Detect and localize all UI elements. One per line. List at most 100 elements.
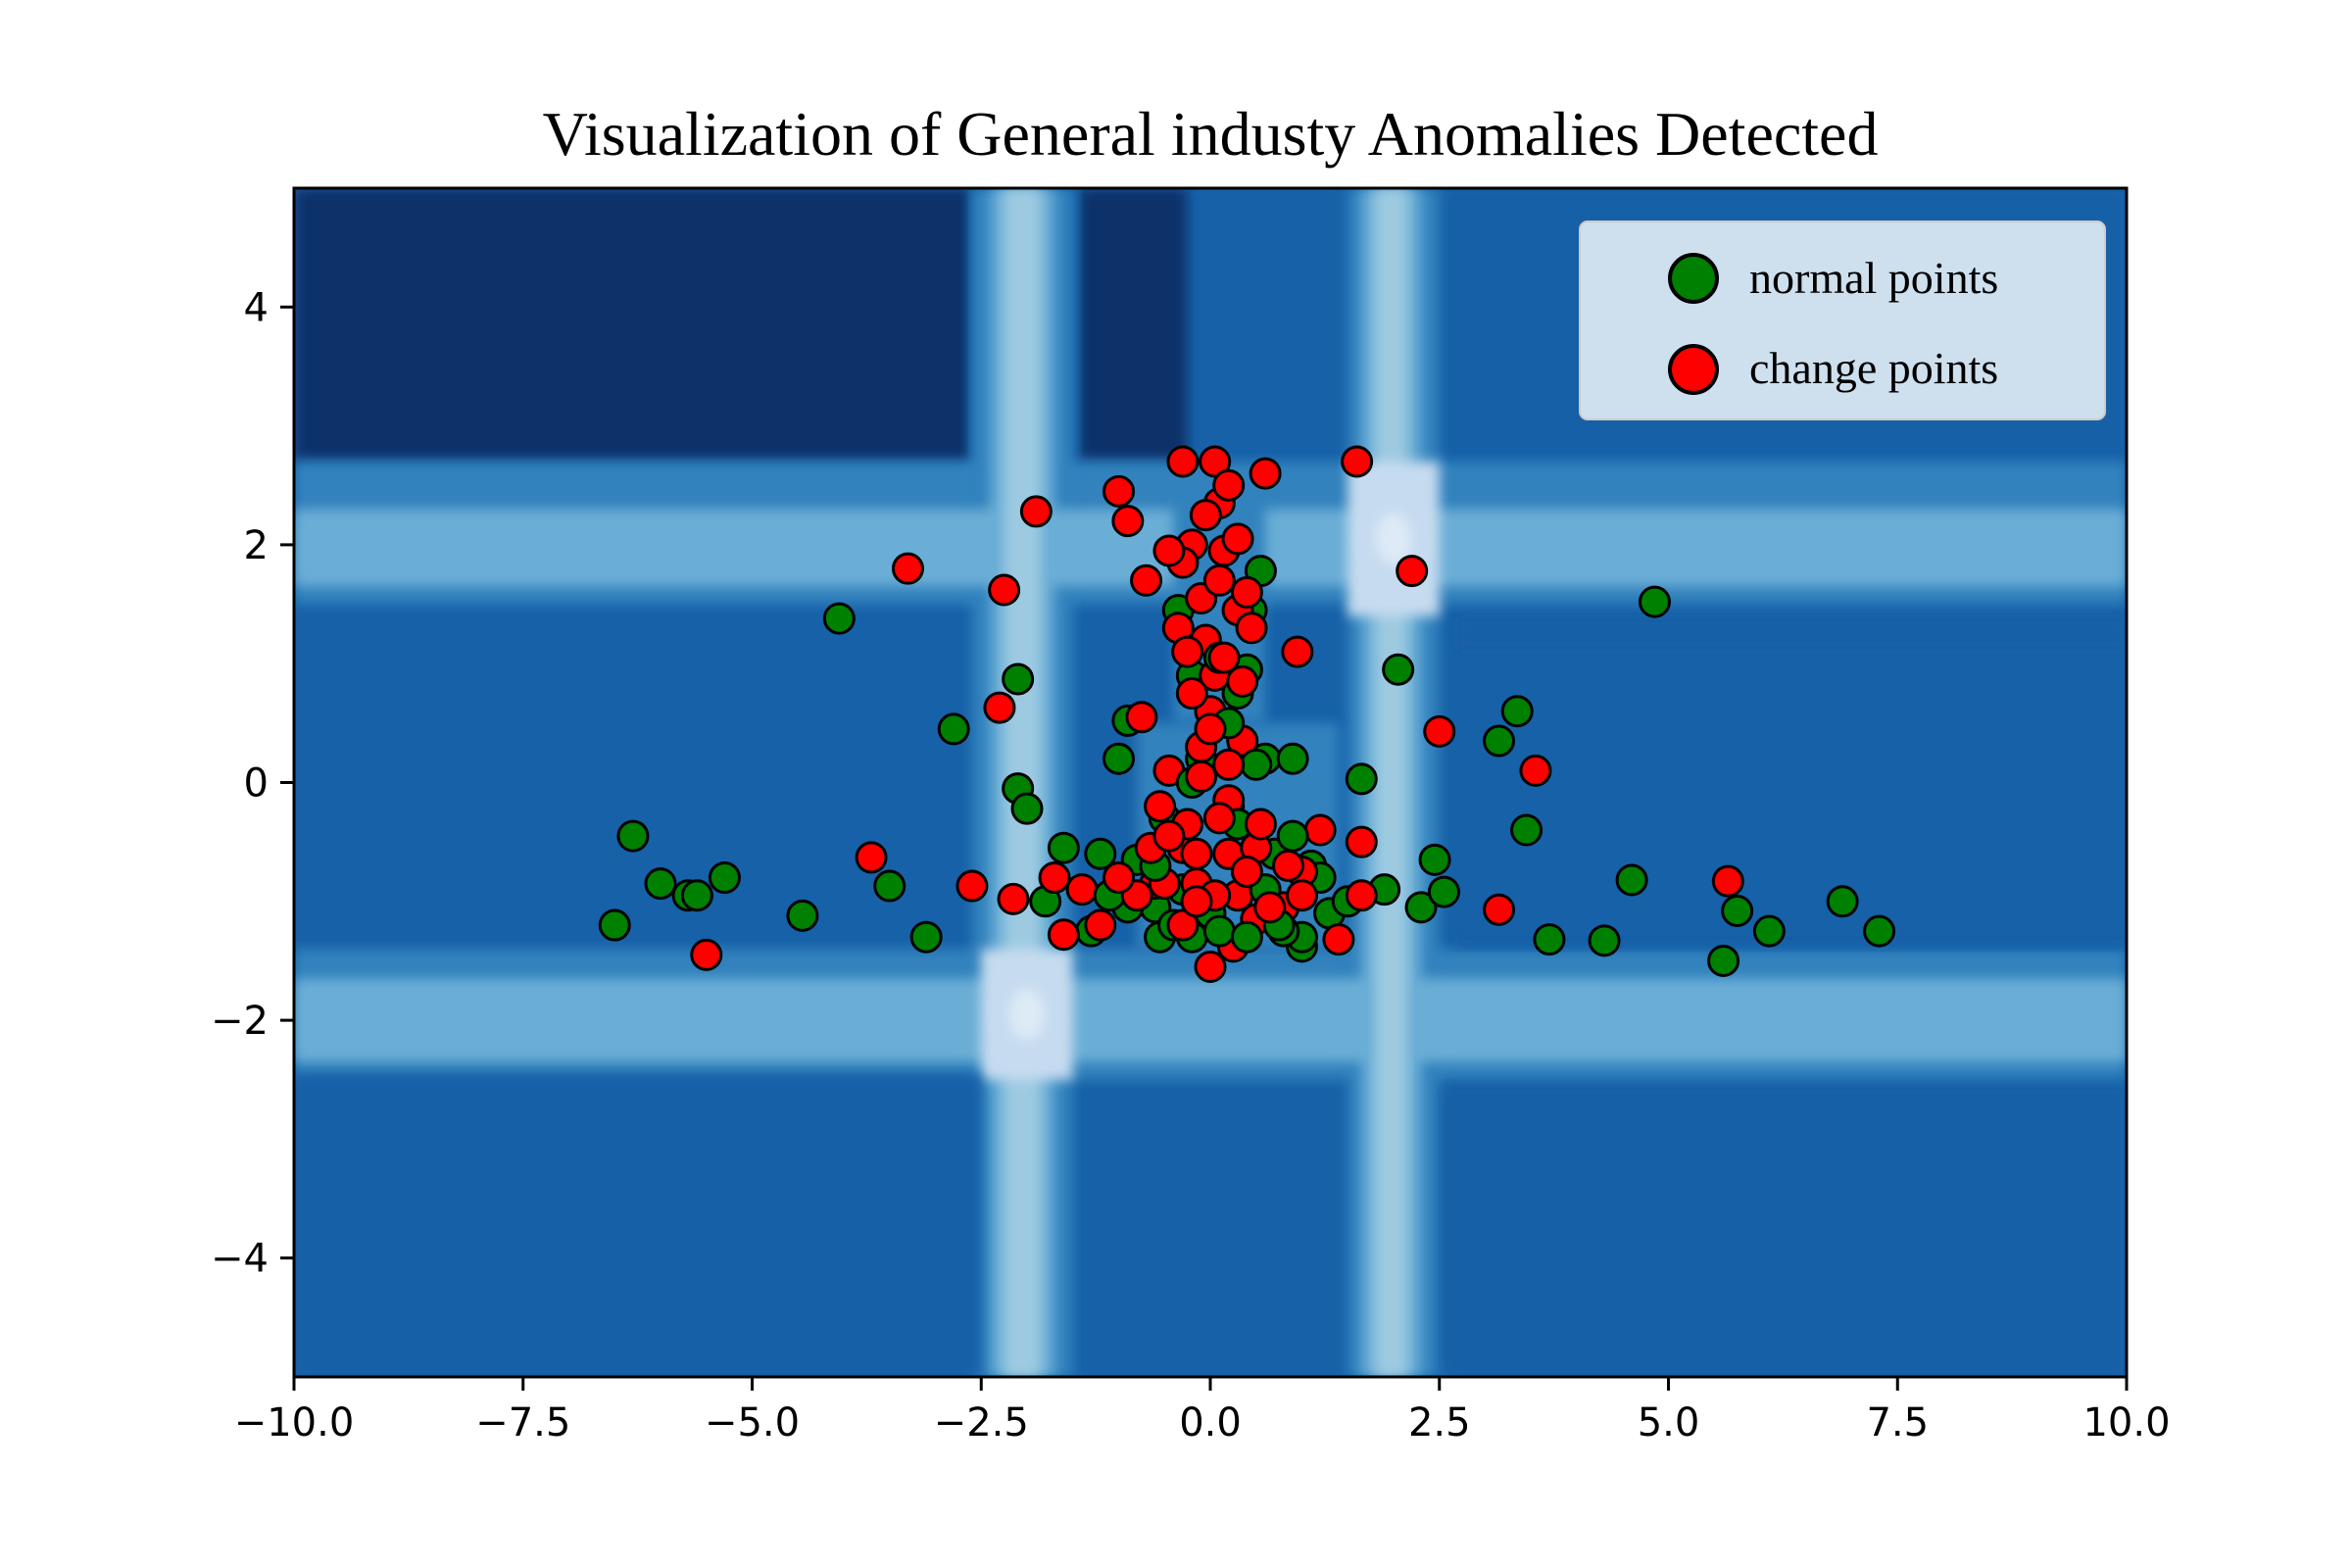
point-s2-8 — [1276, 819, 1309, 853]
point-s1-13 — [1125, 701, 1158, 734]
point-s1-46 — [1396, 555, 1429, 588]
point-s3-5 — [1180, 837, 1213, 870]
point-s0-52 — [1615, 863, 1648, 897]
point-s1-45 — [1341, 445, 1374, 478]
point-s2-2 — [1230, 920, 1263, 954]
point-s3-21 — [1235, 612, 1268, 645]
point-s0-2 — [644, 867, 677, 901]
point-s0-50 — [1533, 923, 1566, 956]
x-tick-label-5: 2.5 — [1408, 1400, 1471, 1446]
point-s0-34 — [1276, 742, 1309, 775]
point-s3-27 — [1084, 908, 1117, 942]
contour-band-19 — [1457, 934, 2127, 950]
point-s0-47 — [1483, 724, 1516, 758]
y-tick-label-3: 2 — [244, 523, 269, 568]
series-3 — [1084, 468, 1318, 942]
point-s1-47 — [1423, 714, 1456, 748]
point-s1-34 — [1230, 575, 1263, 609]
legend-marker-change — [1668, 344, 1719, 395]
point-s3-20 — [1152, 534, 1186, 567]
point-s3-26 — [1152, 819, 1186, 853]
chart-title: Visualization of General industy Anomali… — [543, 99, 1879, 169]
point-s0-44 — [1404, 891, 1438, 924]
y-axis: −4 −2 0 2 4 — [211, 285, 294, 1282]
point-s0-9 — [909, 920, 943, 954]
point-s0-56 — [1752, 914, 1786, 948]
point-s0-46 — [1427, 875, 1460, 908]
point-s1-10 — [1065, 873, 1099, 906]
point-s3-18 — [1189, 499, 1222, 532]
point-s1-44 — [1345, 879, 1378, 912]
x-tick-label-1: −7.5 — [475, 1400, 570, 1446]
point-s1-4 — [988, 573, 1021, 607]
legend-label-change: change points — [1749, 343, 1998, 393]
point-s3-24 — [1180, 885, 1213, 918]
point-s3-7 — [1102, 861, 1135, 895]
point-s1-9 — [1047, 918, 1080, 952]
contour-hotspot-0 — [1009, 989, 1045, 1041]
point-s3-6 — [1253, 891, 1287, 924]
point-s1-7 — [997, 882, 1030, 915]
point-s1-6 — [1019, 495, 1053, 528]
point-s0-14 — [1047, 831, 1080, 864]
contour-band-0 — [294, 188, 972, 462]
contour-band-9 — [294, 978, 2127, 1062]
point-s0-11 — [1002, 662, 1035, 696]
point-s0-1 — [616, 819, 650, 853]
point-s1-26 — [1199, 445, 1232, 478]
point-s1-8 — [1038, 861, 1071, 895]
point-s3-19 — [1212, 468, 1246, 502]
point-s0-55 — [1721, 895, 1754, 928]
point-s0-53 — [1638, 585, 1671, 618]
point-s1-11 — [1102, 474, 1135, 508]
y-tick-label-1: −2 — [211, 999, 269, 1044]
contour-band-13 — [1375, 188, 1408, 1377]
contour-band-21 — [294, 1073, 982, 1377]
point-s0-10 — [937, 712, 970, 746]
point-s0-58 — [1863, 914, 1896, 948]
legend-label-normal: normal points — [1749, 253, 1998, 303]
point-s0-45 — [1418, 843, 1451, 876]
point-s1-1 — [855, 841, 888, 874]
point-s3-15 — [1202, 564, 1236, 597]
point-s0-17 — [1102, 742, 1135, 775]
point-s1-12 — [1111, 505, 1145, 538]
point-s1-42 — [1322, 923, 1355, 956]
legend: normal points change points — [1579, 220, 2106, 420]
legend-marker-normal — [1668, 253, 1719, 304]
point-s0-16 — [1084, 837, 1117, 870]
point-s1-3 — [956, 869, 989, 903]
point-s3-10 — [1212, 748, 1246, 781]
contour-band-1 — [1077, 188, 1188, 462]
point-s3-25 — [1244, 808, 1277, 841]
point-s3-3 — [1230, 855, 1263, 888]
point-s3-9 — [1185, 760, 1218, 793]
point-s1-43 — [1345, 825, 1378, 858]
point-s0-13 — [1010, 792, 1044, 825]
x-tick-label-3: −2.5 — [934, 1400, 1029, 1446]
scatter-points — [598, 445, 1896, 984]
x-axis: −10.0 −7.5 −5.0 −2.5 0.0 2.5 5.0 7.5 10.0 — [234, 1377, 2171, 1446]
point-s0-7 — [822, 602, 856, 635]
point-s0-51 — [1588, 924, 1621, 957]
contour-hotspot-1 — [1376, 513, 1411, 564]
point-s1-20 — [1166, 445, 1200, 478]
point-s0-41 — [1345, 762, 1378, 796]
point-s1-14 — [1130, 564, 1163, 597]
point-s0-4 — [680, 879, 713, 912]
point-s1-0 — [690, 938, 723, 971]
point-s1-2 — [891, 552, 924, 585]
point-s3-22 — [1171, 635, 1204, 668]
point-s2-13 — [1240, 748, 1273, 781]
point-s1-39 — [1281, 635, 1314, 668]
point-s1-16 — [1144, 790, 1177, 823]
point-s0-5 — [708, 861, 741, 895]
point-s3-11 — [1194, 712, 1227, 746]
point-s0-57 — [1826, 885, 1859, 918]
y-tick-label-2: 0 — [244, 761, 269, 807]
contour-band-18 — [1457, 618, 2127, 650]
point-s1-37 — [1249, 457, 1282, 490]
point-s1-5 — [983, 691, 1016, 724]
point-s1-50 — [1711, 864, 1744, 898]
